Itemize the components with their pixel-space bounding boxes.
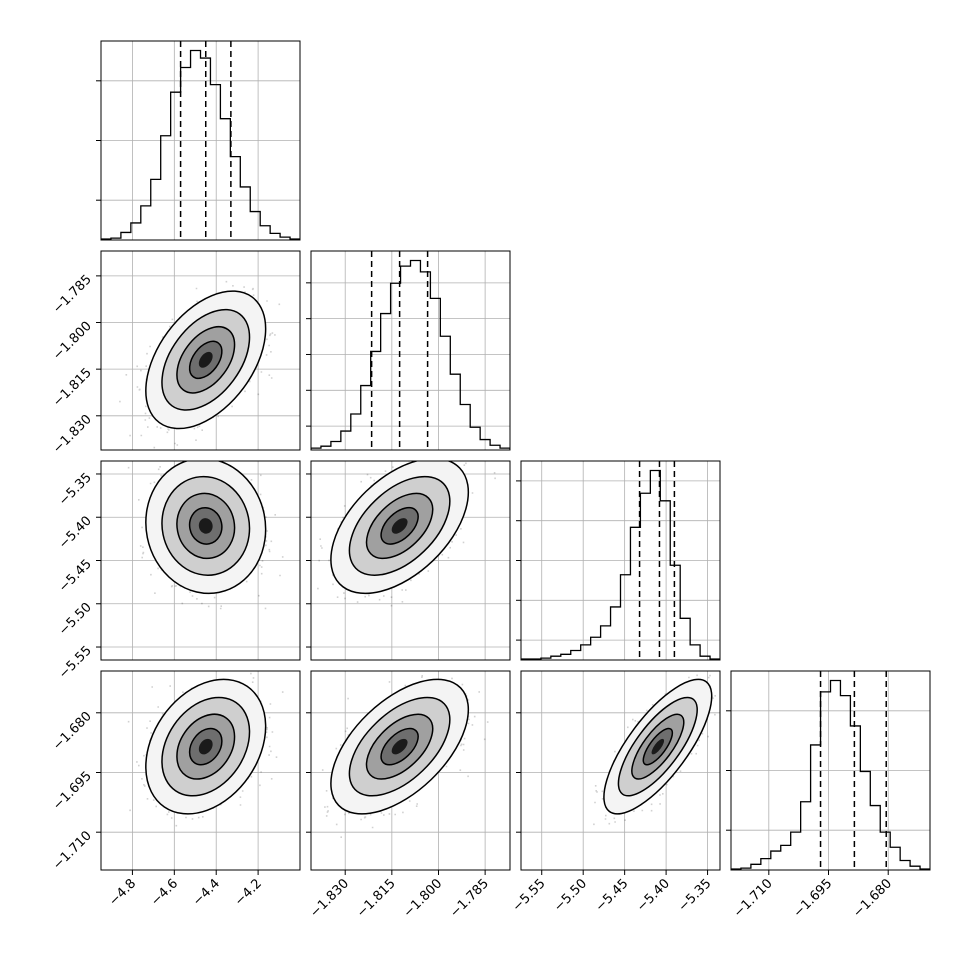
x-tick-label: −1.680 (850, 876, 895, 921)
x-tick-label: −1.815 (354, 876, 399, 921)
x-tick-label: −5.50 (551, 876, 590, 915)
panel-1-1 (306, 250, 511, 451)
panel-2-1 (306, 460, 511, 661)
panel-3-2 (516, 670, 721, 871)
panel-frame (100, 670, 301, 871)
x-axis-col-2: −5.55 −5.50 −5.45 −5.40 −5.35 (510, 870, 715, 915)
y-tick-label: −1.815 (50, 365, 95, 410)
x-tick-label: −1.695 (791, 876, 836, 921)
panel-2-2 (516, 460, 721, 661)
contour-4 (391, 518, 408, 534)
x-tick-label: −4.8 (106, 876, 139, 909)
panel-frame (310, 460, 511, 661)
x-tick-label: −1.710 (731, 876, 776, 921)
x-tick-label: −5.45 (593, 876, 632, 915)
y-tick-label: −1.785 (50, 272, 95, 317)
x-tick-label: −5.55 (510, 876, 549, 915)
panel-0-0 (96, 40, 301, 241)
panel-3-1 (306, 670, 511, 871)
y-tick-label: −1.710 (50, 828, 95, 873)
contour-4 (198, 738, 213, 755)
y-tick-label: −1.830 (50, 412, 95, 457)
y-tick-label: −5.45 (56, 557, 95, 596)
histogram-step (521, 469, 720, 660)
x-axis-col-3: −1.710 −1.695 −1.680 (731, 870, 895, 921)
contour-4 (198, 518, 213, 534)
panel-frame (520, 460, 721, 661)
panel-frame (730, 670, 931, 871)
y-tick-label: −5.40 (56, 513, 95, 552)
panel-3-3 (726, 670, 931, 871)
x-tick-label: −5.35 (676, 876, 715, 915)
x-tick-label: −1.800 (401, 876, 446, 921)
y-tick-label: −1.680 (50, 709, 95, 754)
panel-frame (520, 670, 721, 871)
contour-4 (198, 351, 213, 368)
x-tick-label: −4.2 (232, 876, 265, 909)
panel-frame (310, 250, 511, 451)
histogram-step (311, 259, 510, 450)
panel-1-0 (96, 250, 301, 451)
y-tick-label: −5.55 (56, 643, 95, 682)
x-tick-label: −1.785 (447, 876, 492, 921)
panel-frame (100, 40, 301, 241)
contour-4 (651, 738, 665, 755)
y-tick-label: −1.695 (50, 769, 95, 814)
x-tick-label: −4.4 (190, 876, 223, 909)
panel-frame (310, 670, 511, 871)
x-axis-col-1: −1.830 −1.815 −1.800 −1.785 (307, 870, 492, 921)
y-axis-row-3: −1.680 −1.695 −1.710 (50, 709, 95, 873)
panel-2-0 (96, 460, 301, 661)
panel-3-0 (96, 670, 301, 871)
y-tick-label: −5.35 (56, 470, 95, 509)
x-tick-label: −5.40 (634, 876, 673, 915)
x-tick-label: −1.830 (307, 876, 352, 921)
histogram-step (731, 679, 930, 870)
contour-4 (391, 738, 408, 755)
panel-frame (100, 460, 301, 661)
panels-layer (96, 40, 931, 871)
y-axis-row-1: −1.785−1.800−1.815−1.830 (50, 272, 95, 457)
y-axis-row-2: −5.35 −5.40 −5.45 −5.50 −5.55 (56, 470, 95, 682)
y-tick-label: −5.50 (56, 600, 95, 639)
y-tick-label: −1.800 (50, 319, 95, 364)
panel-frame (100, 250, 301, 451)
histogram-step (101, 49, 300, 240)
x-axis-col-0: −4.8 −4.6 −4.4 −4.2 (106, 870, 265, 909)
x-tick-label: −4.6 (148, 876, 181, 909)
